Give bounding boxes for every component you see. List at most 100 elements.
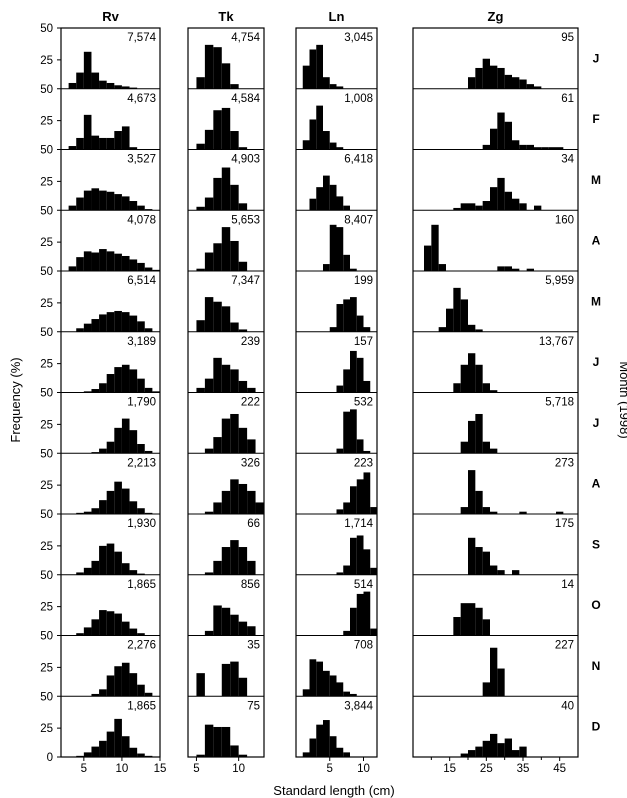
y-tick-label: 50	[40, 448, 53, 460]
bar	[196, 143, 205, 150]
bar	[129, 747, 138, 757]
bar	[363, 380, 371, 393]
panel-zg-8: 273 A	[413, 452, 601, 514]
bar	[504, 74, 512, 89]
bar	[323, 131, 330, 150]
bar	[221, 547, 231, 575]
y-tick-label: 50	[40, 84, 53, 96]
panel-zg-11: 227 N	[413, 635, 600, 697]
bar	[91, 135, 100, 150]
bar	[475, 746, 483, 757]
bar	[83, 190, 92, 211]
bar	[83, 323, 92, 332]
bar	[196, 268, 205, 271]
bar	[230, 614, 239, 636]
bar	[329, 142, 337, 150]
panel-ln-11: 708	[296, 635, 377, 697]
bar	[497, 570, 505, 575]
panel-rv-11: 2,276 50 25	[40, 631, 160, 697]
bar	[350, 693, 357, 697]
bar	[144, 692, 153, 697]
bar	[213, 605, 222, 636]
bar	[336, 196, 344, 211]
panel-rv-3: 3,527 50 25	[40, 145, 160, 211]
bar	[129, 147, 138, 150]
bar	[238, 261, 248, 271]
bar	[114, 427, 122, 454]
bar	[129, 369, 138, 393]
bar	[475, 607, 483, 636]
bar	[453, 287, 461, 332]
month-label: D	[592, 720, 601, 734]
bar	[343, 254, 350, 271]
bar	[497, 743, 505, 757]
panel-ln-3: 6,418	[296, 149, 377, 211]
y-tick-label: 25	[40, 662, 53, 674]
bar	[129, 430, 138, 454]
bar	[482, 441, 490, 454]
sample-size-label: 157	[354, 336, 373, 348]
bar	[91, 319, 100, 332]
bar	[152, 269, 160, 271]
bar	[106, 82, 115, 89]
bar	[230, 240, 239, 271]
bar	[526, 268, 534, 271]
bar	[76, 572, 84, 575]
bar	[213, 357, 222, 393]
bar	[468, 203, 476, 211]
panel-ln-6: 157	[296, 331, 377, 393]
bar	[512, 140, 520, 150]
bar	[76, 633, 84, 636]
sample-size-label: 4,584	[231, 93, 260, 105]
sample-size-label: 34	[561, 154, 574, 166]
bar	[106, 731, 115, 757]
panel-tk-4: 5,653	[188, 209, 264, 271]
bar	[137, 378, 145, 393]
bar	[114, 718, 122, 757]
bar	[336, 682, 344, 697]
panel-zg-1: 95 J	[468, 32, 599, 89]
bar	[106, 374, 115, 393]
bar	[497, 266, 505, 271]
bar	[490, 565, 498, 575]
x-tick-label: 45	[553, 763, 566, 775]
sample-size-label: 175	[555, 518, 574, 530]
bar	[106, 441, 115, 454]
bar	[152, 391, 160, 393]
month-label: O	[591, 598, 600, 612]
bar	[91, 188, 100, 211]
panel-zg-4: 160 A	[413, 209, 601, 271]
bar	[76, 512, 84, 514]
sample-size-label: 273	[555, 457, 574, 469]
bar	[504, 738, 512, 757]
y-tick-label: 25	[40, 298, 53, 310]
bar	[213, 301, 222, 332]
bar	[302, 752, 310, 757]
bar	[204, 297, 214, 332]
bar	[83, 627, 92, 636]
bar	[329, 84, 337, 89]
bar	[482, 144, 490, 150]
bar	[460, 203, 468, 211]
bar	[121, 736, 130, 757]
panel-tk-6: 239	[188, 331, 264, 393]
bar	[468, 420, 476, 454]
sample-size-label: 1,865	[127, 579, 156, 591]
bar	[556, 511, 564, 514]
bar	[114, 666, 122, 697]
bar	[309, 49, 317, 89]
bar	[144, 387, 153, 393]
panel-ln-4: 8,407	[296, 209, 377, 271]
bar	[316, 724, 323, 757]
column-title: Ln	[329, 9, 345, 24]
bar	[460, 507, 468, 514]
sample-size-label: 4,078	[127, 214, 156, 226]
bar	[99, 383, 107, 393]
panel-ln-7: 532	[296, 392, 377, 454]
sample-size-label: 35	[247, 640, 260, 652]
panel-zg-12: 40 D	[413, 695, 601, 757]
bar	[556, 147, 564, 150]
sample-size-label: 7,347	[231, 275, 260, 287]
bar	[238, 203, 248, 211]
bar	[329, 736, 337, 757]
